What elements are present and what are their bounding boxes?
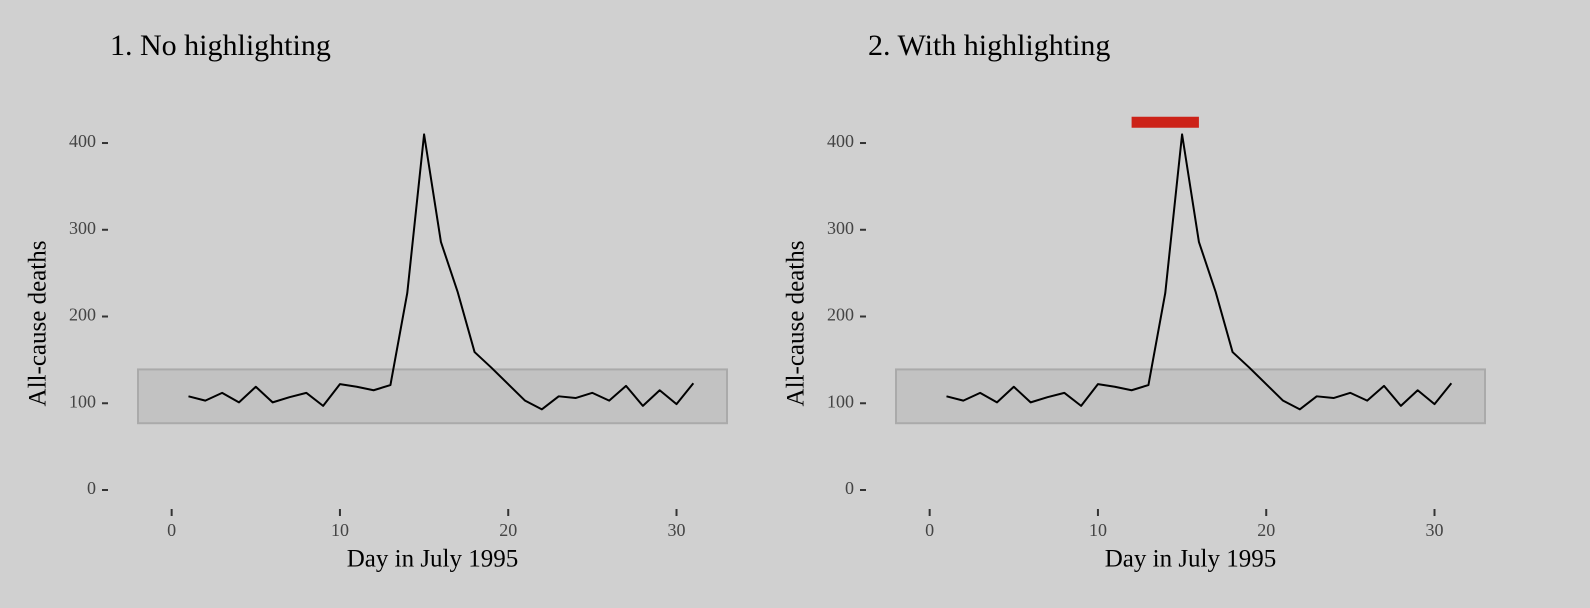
y-tick-label: 200 xyxy=(69,305,96,325)
x-tick-label: 30 xyxy=(668,520,686,540)
y-tick-label: 300 xyxy=(827,218,854,238)
x-tick-label: 10 xyxy=(331,520,349,540)
chart-title: 1. No highlighting xyxy=(110,29,331,62)
y-tick-label: 0 xyxy=(87,478,96,498)
chart-title: 2. With highlighting xyxy=(868,29,1110,62)
x-tick-label: 20 xyxy=(499,520,517,540)
y-tick-label: 400 xyxy=(69,131,96,151)
reference-band xyxy=(137,368,728,425)
x-tick-label: 0 xyxy=(925,520,934,540)
line xyxy=(188,133,695,411)
y-axis-label: All-cause deaths xyxy=(783,241,810,407)
y-tick-label: 0 xyxy=(845,478,854,498)
x-tick-label: 10 xyxy=(1089,520,1107,540)
line xyxy=(946,133,1453,411)
x-axis-label: Day in July 1995 xyxy=(347,546,519,573)
y-tick-label: 300 xyxy=(69,218,96,238)
y-tick-label: 100 xyxy=(69,391,96,411)
x-tick-label: 20 xyxy=(1257,520,1275,540)
x-tick-label: 0 xyxy=(167,520,176,540)
y-axis-label: All-cause deaths xyxy=(25,241,52,407)
y-tick-label: 200 xyxy=(827,305,854,325)
y-tick-label: 100 xyxy=(827,391,854,411)
y-tick-label: 400 xyxy=(827,131,854,151)
x-tick-label: 30 xyxy=(1426,520,1444,540)
reference-band xyxy=(895,368,1486,425)
x-axis-label: Day in July 1995 xyxy=(1105,546,1277,573)
